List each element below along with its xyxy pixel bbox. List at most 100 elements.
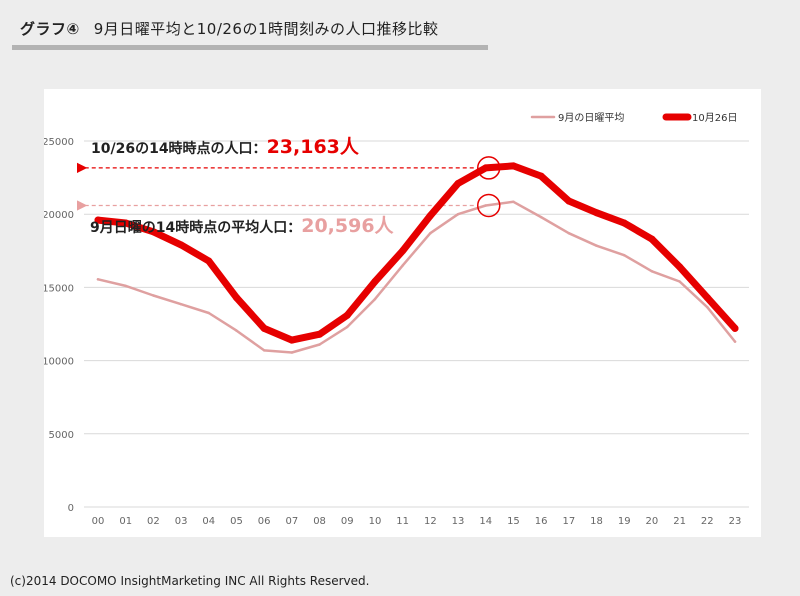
data-point <box>401 264 404 267</box>
data-point <box>262 349 266 352</box>
data-point <box>399 247 407 255</box>
data-point <box>733 340 737 343</box>
data-point <box>373 297 377 301</box>
x-tick-label: 06 <box>258 516 271 527</box>
x-tick-label: 07 <box>286 516 299 527</box>
data-point <box>122 219 130 227</box>
x-tick-label: 03 <box>175 516 188 527</box>
data-point <box>648 235 656 243</box>
x-tick-label: 19 <box>618 516 631 527</box>
data-point <box>288 336 296 344</box>
data-point <box>426 212 434 220</box>
x-tick-label: 11 <box>396 516 409 527</box>
y-tick-label: 25000 <box>44 137 74 148</box>
data-point <box>650 270 654 273</box>
copyright-footer: (c)2014 DOCOMO InsightMarketing INC All … <box>10 574 370 588</box>
x-tick-label: 16 <box>535 516 548 527</box>
annotation-text: 10/26の14時時点の人口：23,163人 <box>91 136 360 158</box>
x-tick-label: 23 <box>729 516 742 527</box>
data-point <box>207 311 211 315</box>
y-tick-label: 5000 <box>49 430 74 441</box>
annotation-label: 9月日曜の14時時点の平均人口： <box>90 219 301 236</box>
data-point <box>260 324 268 332</box>
annotation-layer: 10/26の14時時点の人口：23,163人 9月日曜の14時時点の平均人口：20… <box>90 136 501 237</box>
x-tick-label: 14 <box>479 516 492 527</box>
legend-label: 9月の日曜平均 <box>558 112 624 124</box>
data-point <box>94 216 102 224</box>
x-tick-label: 00 <box>92 516 105 527</box>
y-tick-label: 0 <box>68 503 74 514</box>
data-point <box>177 241 185 249</box>
data-point <box>152 294 155 297</box>
data-point <box>706 305 709 309</box>
x-tick-label: 18 <box>590 516 603 527</box>
data-point <box>622 253 626 257</box>
series-layer <box>76 162 739 354</box>
x-tick-label: 20 <box>646 516 659 527</box>
data-point <box>232 294 240 302</box>
y-axis-tick-labels: 0 5000 10000 15000 20000 25000 <box>44 137 74 514</box>
data-point <box>676 263 684 271</box>
annotation-value: 20,596人 <box>301 215 394 237</box>
data-point <box>149 228 157 236</box>
x-axis-tick-labels: 00 01 02 03 04 05 06 07 08 09 10 11 12 13 14 15 16 17 18 19… <box>92 516 742 527</box>
highlight-circle <box>476 156 501 180</box>
x-tick-label: 10 <box>369 516 382 527</box>
data-point <box>509 162 517 170</box>
data-point <box>235 329 238 332</box>
data-point <box>482 164 490 172</box>
x-tick-label: 13 <box>452 516 465 527</box>
data-point <box>96 278 100 281</box>
x-tick-label: 05 <box>230 516 243 527</box>
x-tick-label: 17 <box>562 516 575 527</box>
data-point <box>703 294 711 302</box>
data-point <box>205 257 213 265</box>
grid-layer <box>84 140 749 508</box>
highlight-circle <box>476 193 501 218</box>
data-point <box>371 278 379 286</box>
data-point <box>429 231 432 235</box>
x-tick-label: 22 <box>701 516 714 527</box>
x-tick-label: 08 <box>313 516 326 527</box>
data-point <box>179 302 183 306</box>
data-point <box>565 197 573 205</box>
x-tick-label: 02 <box>147 516 160 527</box>
data-point <box>512 200 515 204</box>
x-tick-label: 01 <box>119 516 132 527</box>
data-point <box>539 215 543 219</box>
legend-label: 10月26日 <box>692 112 737 124</box>
chart-panel: 0 5000 10000 15000 20000 25000 00 01 02 03 04 05 06… <box>44 89 761 537</box>
annotation-label: 10/26の14時時点の人口： <box>91 140 267 157</box>
x-tick-label: 09 <box>341 516 354 527</box>
data-point <box>454 179 462 187</box>
x-tick-label: 21 <box>673 516 686 527</box>
x-tick-label: 15 <box>507 516 520 527</box>
data-point <box>537 172 545 180</box>
data-point <box>318 343 321 346</box>
annotation-value: 23,163人 <box>267 136 360 158</box>
page-title: グラフ④ 9月日曜平均と10/26の1時間刻みの人口推移比較 <box>20 18 439 39</box>
x-tick-label: 12 <box>424 516 437 527</box>
data-point <box>346 325 349 329</box>
data-point <box>595 244 598 247</box>
y-tick-label: 15000 <box>44 283 74 294</box>
data-point <box>678 280 681 283</box>
series-line <box>96 200 737 354</box>
title-underline <box>12 45 488 50</box>
data-point <box>124 284 127 288</box>
data-point <box>620 219 628 227</box>
series-line <box>94 162 739 344</box>
data-point <box>316 330 324 338</box>
y-tick-label: 10000 <box>44 357 74 368</box>
data-point <box>290 351 294 354</box>
legend: 9月の日曜平均 10月26日 <box>530 112 737 124</box>
data-point <box>456 212 460 216</box>
annotation-text: 9月日曜の14時時点の平均人口：20,596人 <box>90 215 395 237</box>
y-tick-label: 20000 <box>44 210 74 221</box>
data-point <box>731 324 739 332</box>
data-point <box>593 209 601 217</box>
data-point <box>484 204 487 207</box>
title-prefix: グラフ④ <box>20 20 80 38</box>
title-text: 9月日曜平均と10/26の1時間刻みの人口推移比較 <box>93 20 439 38</box>
population-line-chart: 0 5000 10000 15000 20000 25000 00 01 02 03 04 05 06… <box>44 112 749 527</box>
